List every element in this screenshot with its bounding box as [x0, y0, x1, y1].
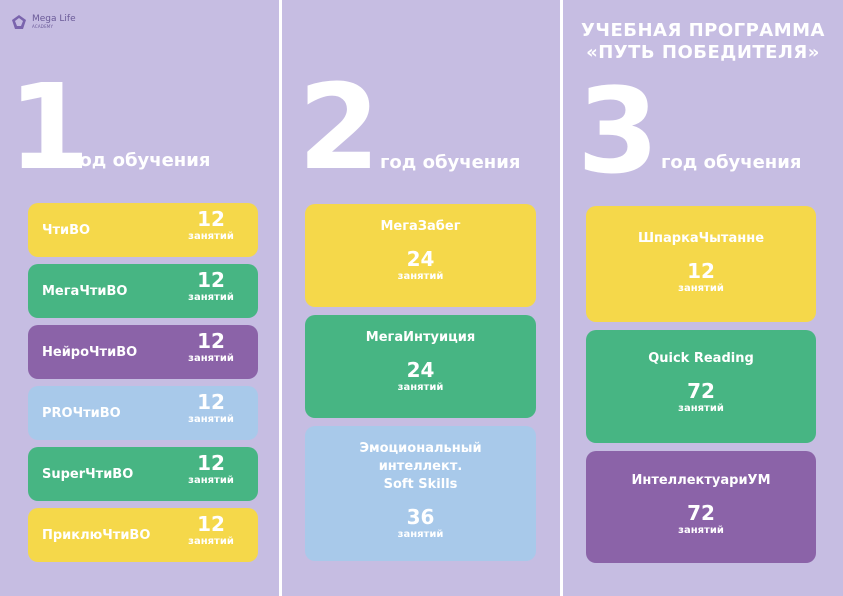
course-name-line: Soft Skills [383, 477, 458, 492]
program-title-line: «ПУТЬ ПОБЕДИТЕЛЯ» [586, 42, 820, 63]
lesson-count: 12 [197, 512, 225, 536]
logo-name: Mega Life [32, 14, 76, 24]
lesson-count: 72 [687, 501, 715, 525]
lesson-unit: занятий [678, 525, 724, 536]
year-label: год обучения [661, 152, 802, 173]
course-name: ИнтеллектуариУМ [631, 473, 771, 488]
course-card[interactable]: МегаЗабег 24 занятий [305, 204, 536, 307]
lesson-unit: занятий [678, 403, 724, 414]
course-card[interactable]: МегаЧтиВО 12 занятий [28, 264, 258, 318]
lesson-count: 12 [197, 268, 225, 292]
program-title-line: УЧЕБНАЯ ПРОГРАММА [581, 20, 825, 41]
course-name: ЧтиВО [42, 222, 91, 238]
lesson-unit: занятий [397, 271, 444, 282]
course-card[interactable]: ШпаркаЧытанне 12 занятий [586, 206, 816, 322]
lesson-count: 12 [687, 259, 715, 283]
lesson-count: 36 [406, 505, 435, 529]
course-card[interactable]: Quick Reading 72 занятий [586, 330, 816, 443]
year-label: год обучения [70, 150, 211, 171]
year-number: 2 [298, 58, 381, 196]
year-3-panel: УЧЕБНАЯ ПРОГРАММА «ПУТЬ ПОБЕДИТЕЛЯ» 3 го… [563, 0, 843, 596]
lesson-unit: занятий [188, 292, 234, 303]
course-name: НейроЧтиВО [42, 344, 138, 360]
year-number: 3 [577, 62, 660, 200]
lesson-unit: занятий [397, 382, 444, 393]
lesson-unit: занятий [678, 283, 724, 294]
course-name: ШпаркаЧытанне [637, 231, 765, 246]
course-name-line: интеллект. [378, 459, 463, 474]
lesson-unit: занятий [188, 536, 234, 547]
course-name: МегаЗабег [380, 219, 461, 234]
lesson-count: 24 [406, 247, 435, 271]
course-card[interactable]: ЧтиВО 12 занятий [28, 203, 258, 257]
lesson-count: 12 [197, 207, 225, 231]
course-name: SuperЧтиВО [42, 466, 134, 482]
course-card[interactable]: PROЧтиВО 12 занятий [28, 386, 258, 440]
course-card[interactable]: ИнтеллектуариУМ 72 занятий [586, 451, 816, 563]
course-card[interactable]: SuperЧтиВО 12 занятий [28, 447, 258, 501]
course-name-line: Эмоциональный [359, 441, 482, 456]
lesson-count: 72 [687, 379, 715, 403]
course-name: Quick Reading [648, 351, 754, 366]
program-title: УЧЕБНАЯ ПРОГРАММА «ПУТЬ ПОБЕДИТЕЛЯ» [563, 20, 843, 64]
course-card[interactable]: МегаИнтуиция 24 занятий [305, 315, 536, 418]
year-1-panel: Mega Life ACADEMY 1 год обучения ЧтиВО 1… [0, 0, 279, 596]
lesson-unit: занятий [188, 353, 234, 364]
lesson-count: 12 [197, 329, 225, 353]
course-card[interactable]: Эмоциональный интеллект. Soft Skills 36 … [305, 426, 536, 561]
logo: Mega Life ACADEMY [11, 14, 76, 30]
lesson-count: 12 [197, 451, 225, 475]
course-name: PROЧтиВО [42, 405, 121, 421]
logo-mark-icon [12, 15, 26, 29]
lesson-unit: занятий [188, 231, 234, 242]
logo-tagline: ACADEMY [32, 24, 54, 29]
lesson-unit: занятий [397, 529, 444, 540]
year-2-panel: 2 год обучения МегаЗабег 24 занятий Мега… [282, 0, 560, 596]
course-name: МегаИнтуиция [365, 330, 476, 345]
lesson-count: 12 [197, 390, 225, 414]
course-name: МегаЧтиВО [42, 283, 128, 299]
lesson-count: 24 [406, 358, 435, 382]
year-label: год обучения [380, 152, 521, 173]
year-number: 1 [8, 58, 91, 196]
lesson-unit: занятий [188, 475, 234, 486]
course-card[interactable]: НейроЧтиВО 12 занятий [28, 325, 258, 379]
course-card[interactable]: ПриклюЧтиВО 12 занятий [28, 508, 258, 562]
lesson-unit: занятий [188, 414, 234, 425]
course-name: ПриклюЧтиВО [42, 527, 151, 543]
